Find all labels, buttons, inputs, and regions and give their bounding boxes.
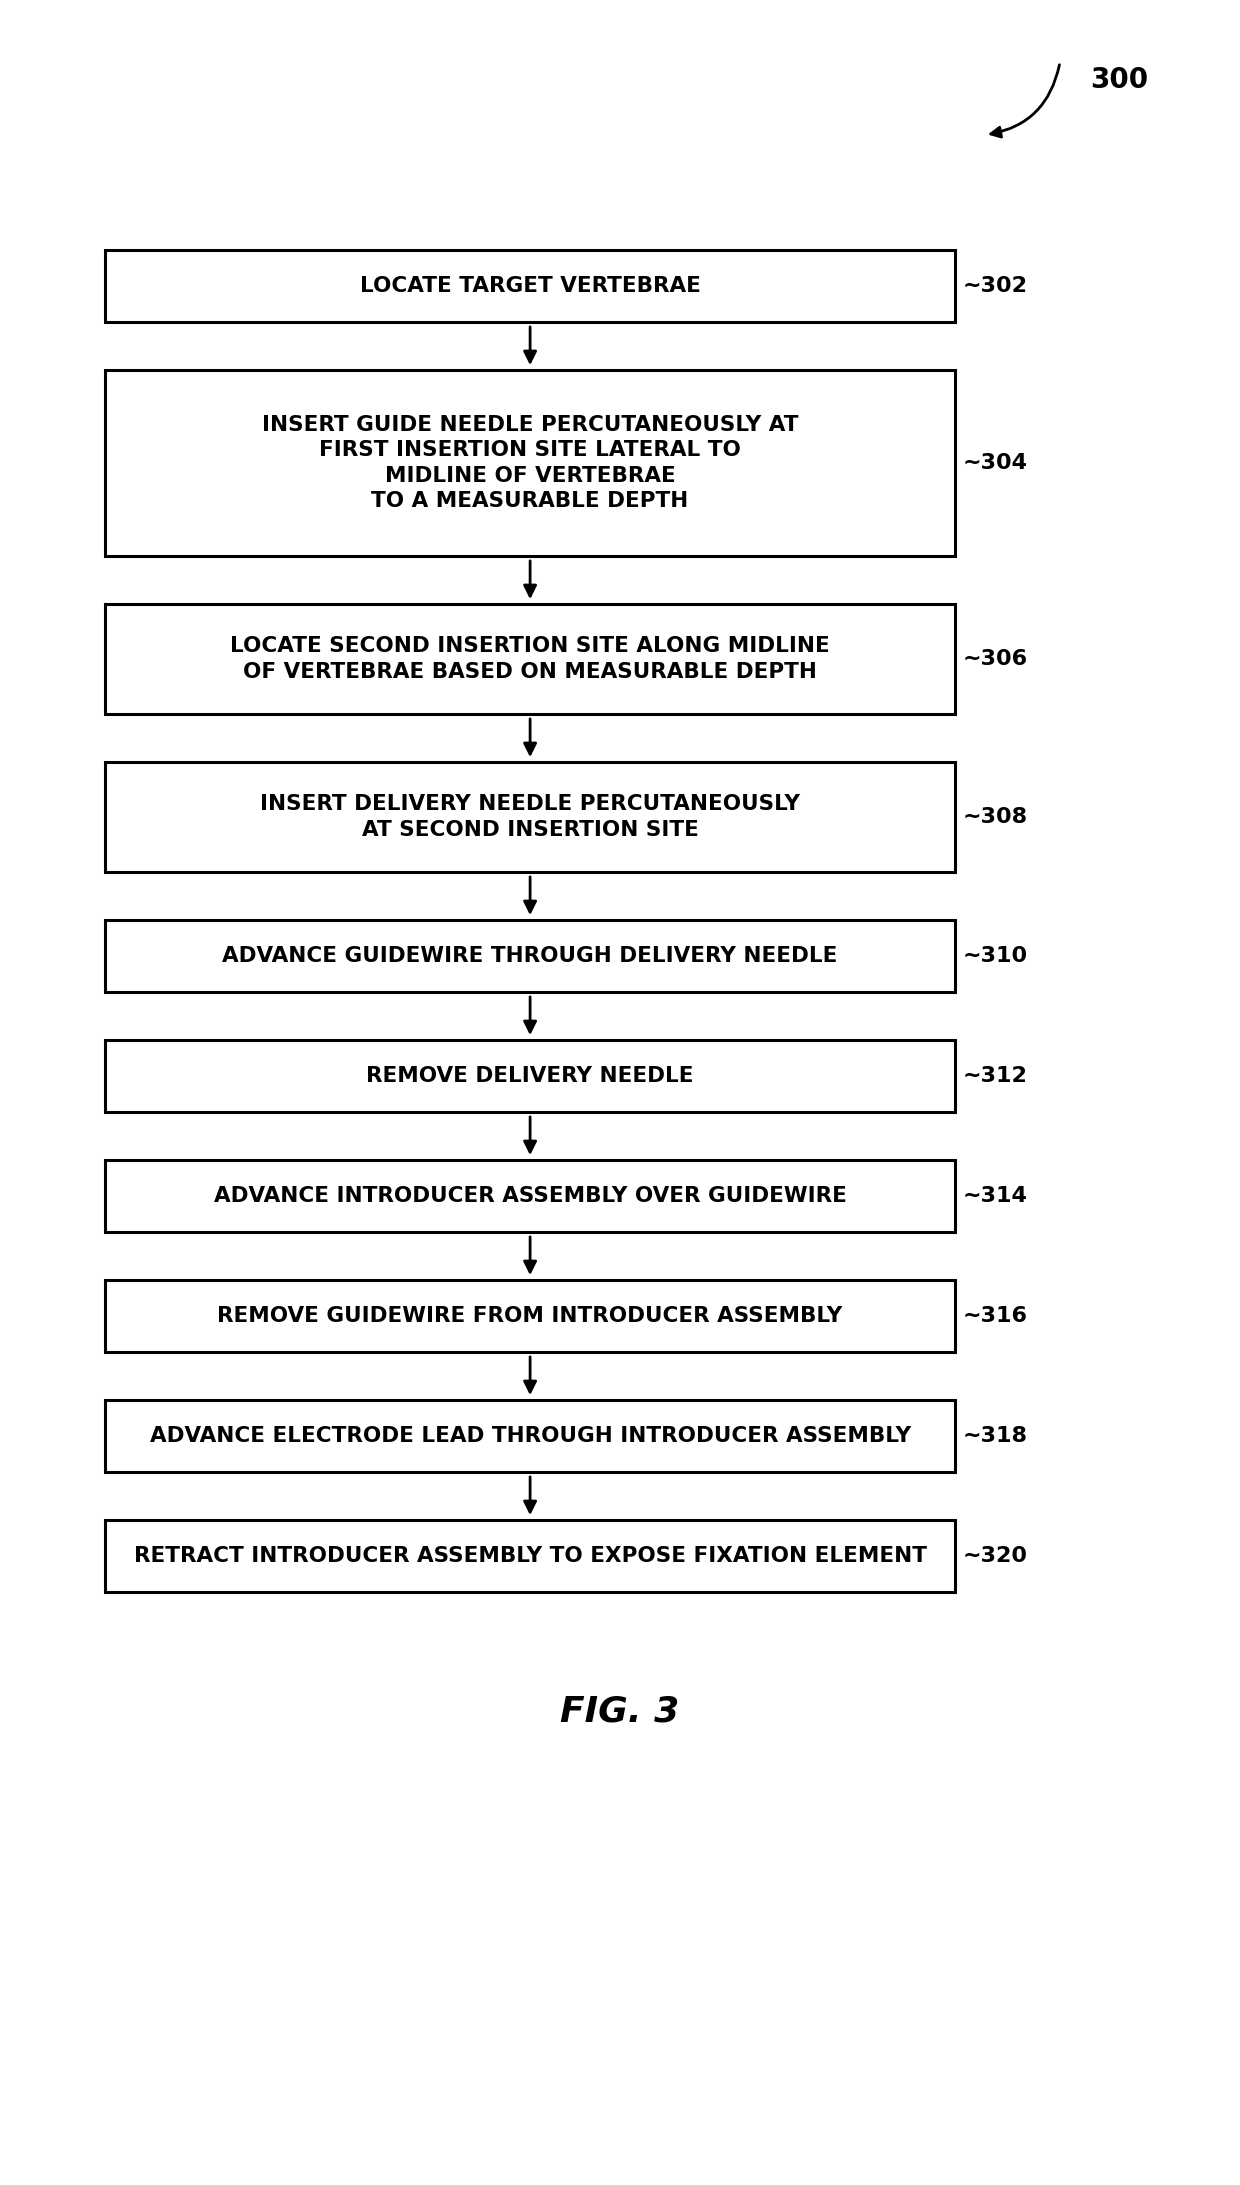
Text: ~320: ~320	[962, 1547, 1028, 1567]
Text: ~304: ~304	[962, 452, 1028, 472]
Text: FIG. 3: FIG. 3	[560, 1696, 680, 1728]
Bar	[105, 1401, 955, 1473]
Text: RETRACT INTRODUCER ASSEMBLY TO EXPOSE FIXATION ELEMENT: RETRACT INTRODUCER ASSEMBLY TO EXPOSE FI…	[134, 1547, 926, 1567]
Bar	[105, 369, 955, 555]
Bar	[105, 603, 955, 714]
Text: LOCATE TARGET VERTEBRAE: LOCATE TARGET VERTEBRAE	[360, 275, 701, 295]
Text: ADVANCE INTRODUCER ASSEMBLY OVER GUIDEWIRE: ADVANCE INTRODUCER ASSEMBLY OVER GUIDEWI…	[213, 1186, 847, 1206]
Bar	[105, 1280, 955, 1353]
Bar	[105, 1040, 955, 1112]
Text: LOCATE SECOND INSERTION SITE ALONG MIDLINE
OF VERTEBRAE BASED ON MEASURABLE DEPT: LOCATE SECOND INSERTION SITE ALONG MIDLI…	[231, 636, 830, 682]
Text: ~310: ~310	[962, 946, 1028, 966]
Bar	[105, 1521, 955, 1593]
Bar	[105, 920, 955, 992]
Text: 300: 300	[1090, 66, 1148, 94]
Text: ~306: ~306	[962, 649, 1028, 669]
Text: ~308: ~308	[962, 806, 1028, 826]
Text: ADVANCE ELECTRODE LEAD THROUGH INTRODUCER ASSEMBLY: ADVANCE ELECTRODE LEAD THROUGH INTRODUCE…	[150, 1427, 910, 1446]
Text: INSERT GUIDE NEEDLE PERCUTANEOUSLY AT
FIRST INSERTION SITE LATERAL TO
MIDLINE OF: INSERT GUIDE NEEDLE PERCUTANEOUSLY AT FI…	[262, 415, 799, 511]
Text: REMOVE DELIVERY NEEDLE: REMOVE DELIVERY NEEDLE	[366, 1066, 694, 1086]
Bar	[105, 1160, 955, 1232]
Text: INSERT DELIVERY NEEDLE PERCUTANEOUSLY
AT SECOND INSERTION SITE: INSERT DELIVERY NEEDLE PERCUTANEOUSLY AT…	[260, 793, 800, 839]
FancyArrowPatch shape	[991, 66, 1059, 138]
Text: ~314: ~314	[962, 1186, 1028, 1206]
Text: ~302: ~302	[962, 275, 1028, 295]
Text: ~312: ~312	[962, 1066, 1028, 1086]
Text: ADVANCE GUIDEWIRE THROUGH DELIVERY NEEDLE: ADVANCE GUIDEWIRE THROUGH DELIVERY NEEDL…	[222, 946, 838, 966]
Bar	[105, 763, 955, 872]
Text: ~316: ~316	[962, 1307, 1028, 1326]
Bar	[105, 249, 955, 321]
Text: ~318: ~318	[962, 1427, 1028, 1446]
Text: REMOVE GUIDEWIRE FROM INTRODUCER ASSEMBLY: REMOVE GUIDEWIRE FROM INTRODUCER ASSEMBL…	[217, 1307, 843, 1326]
